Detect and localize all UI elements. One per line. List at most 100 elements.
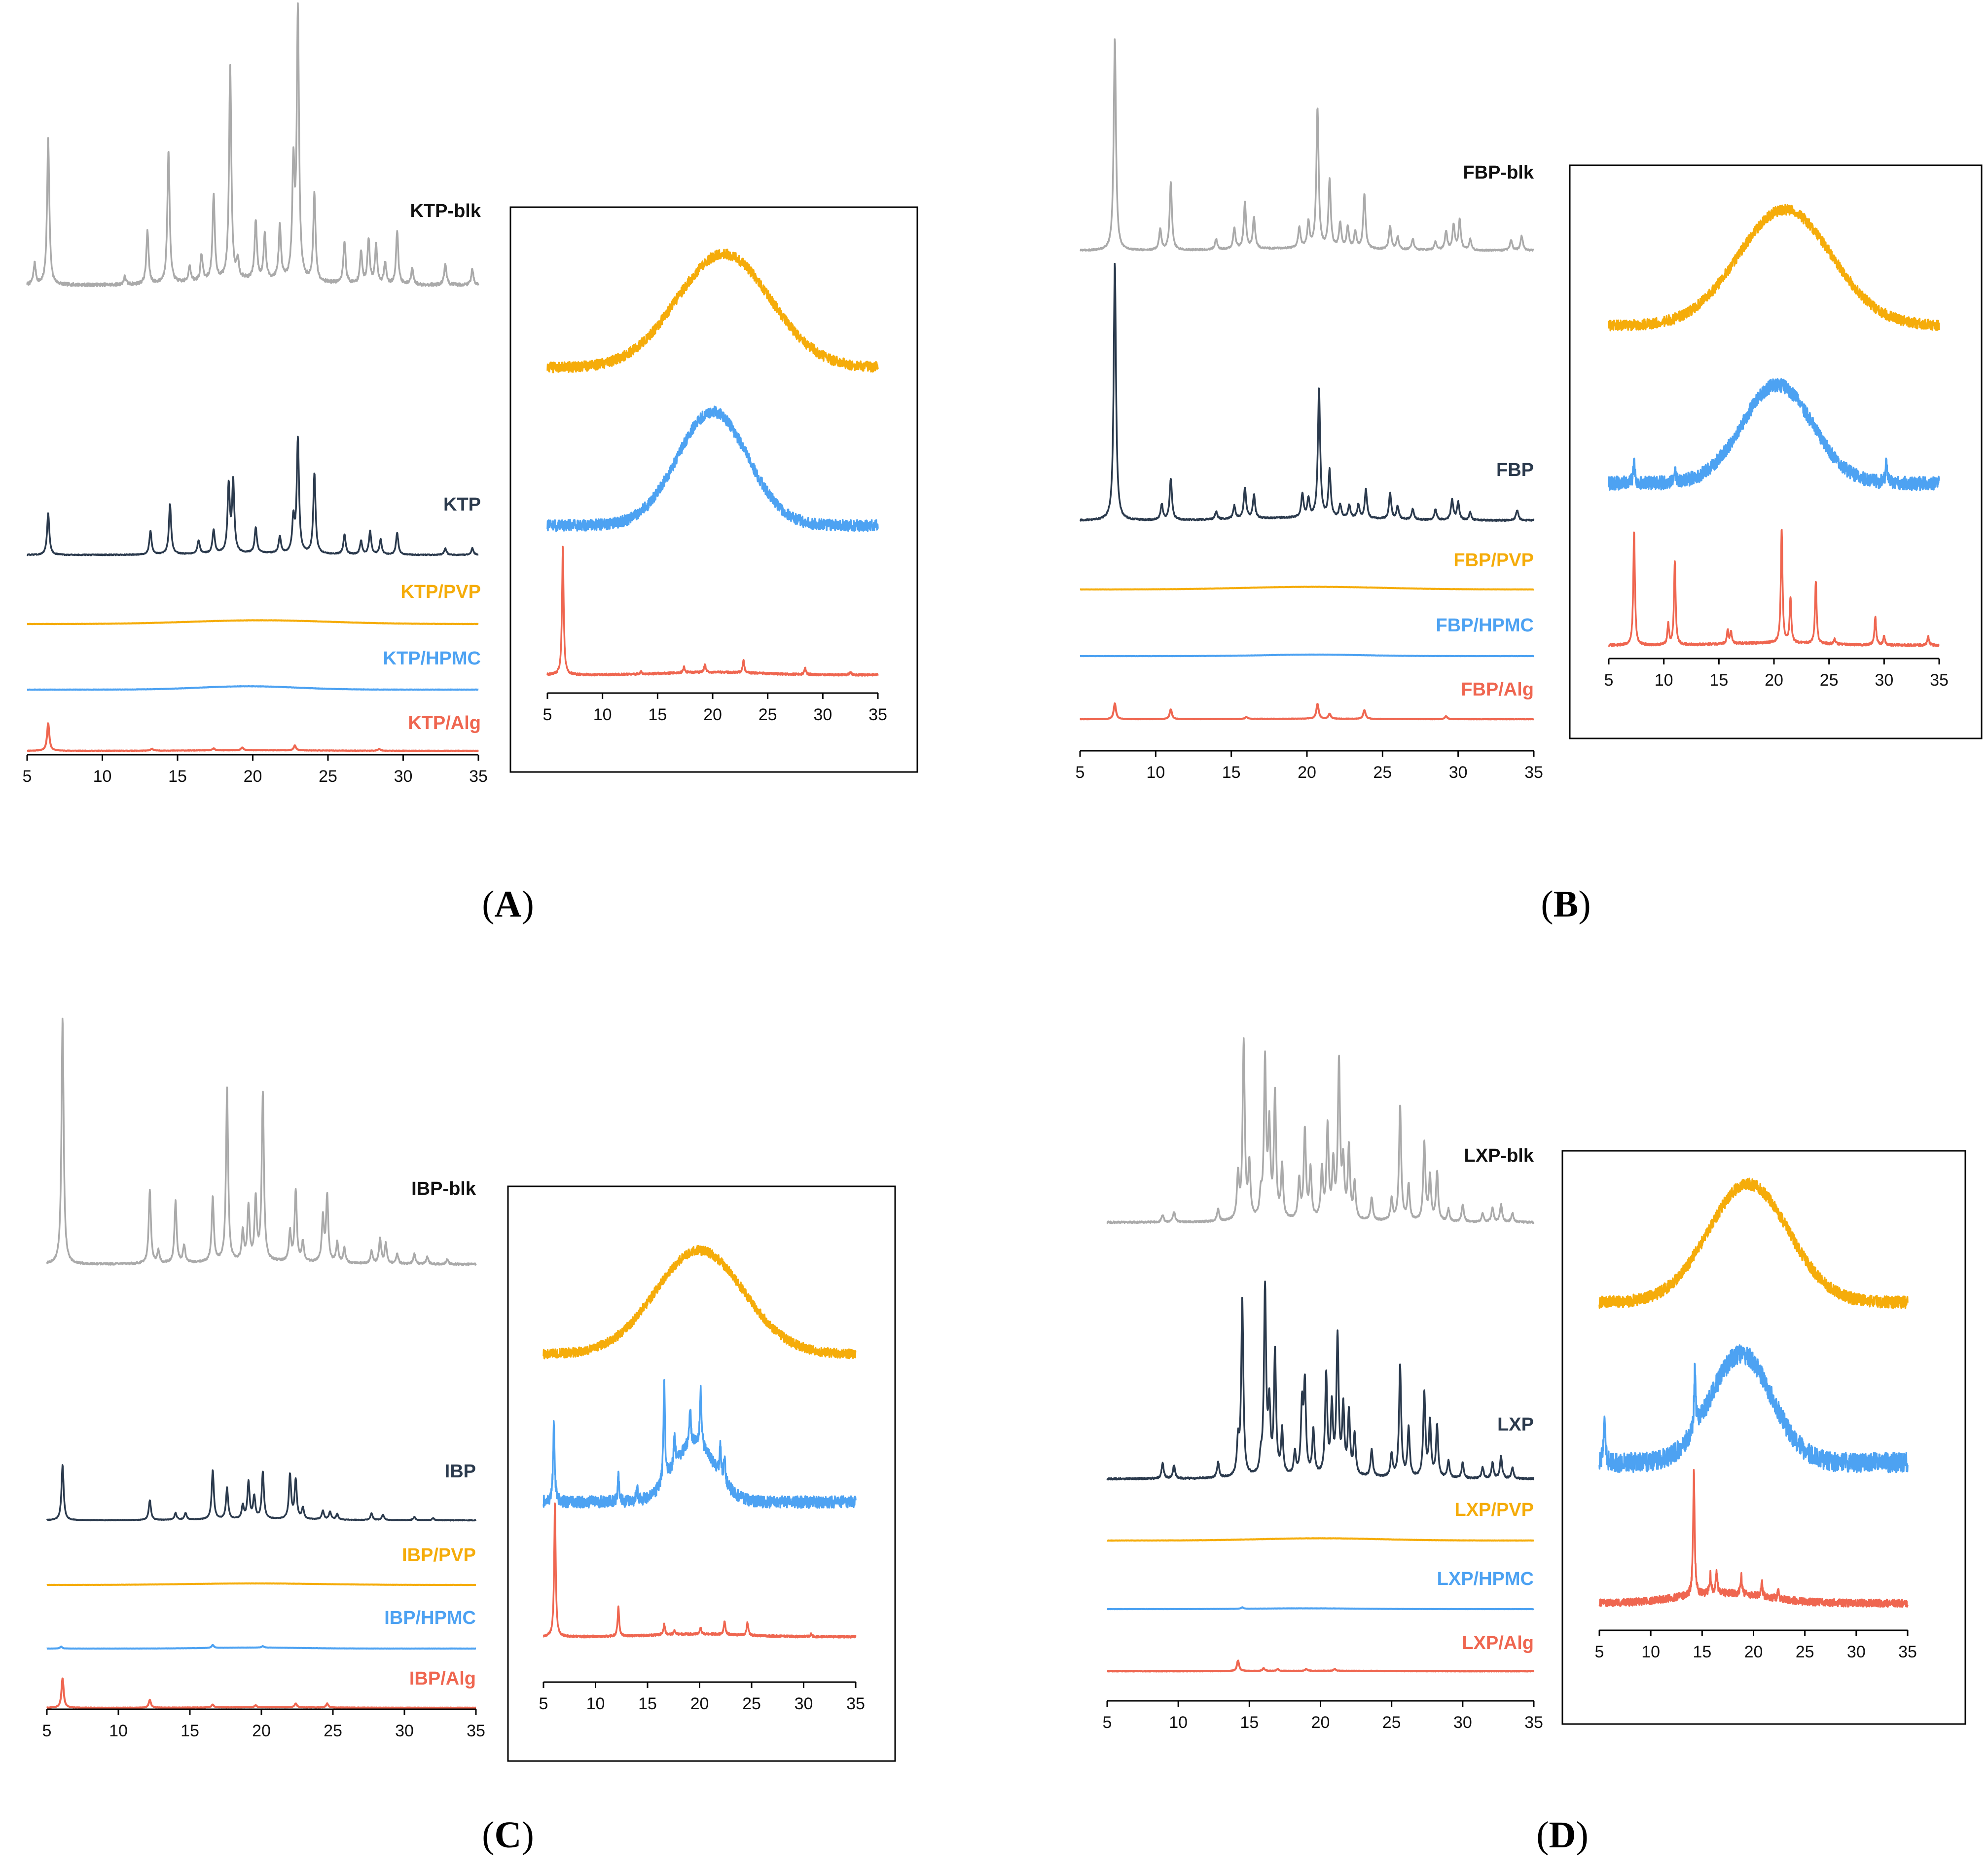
panel-b-inset-tick-label: 20 bbox=[1765, 671, 1783, 690]
panel-c-label-ibp: IBP bbox=[445, 1461, 476, 1482]
panel-c-inset-tick-label: 30 bbox=[795, 1694, 813, 1713]
panel-a-main-tick-label: 5 bbox=[23, 767, 32, 786]
panel-d-inset-frame bbox=[1561, 1150, 1966, 1725]
panel-d-label-lxp-blk: LXP-blk bbox=[1464, 1145, 1534, 1166]
panel-a-main-tick-label: 35 bbox=[469, 767, 488, 786]
panel-d-inset-tick-label: 10 bbox=[1641, 1643, 1660, 1661]
panel-c-trace-ibp-pvp bbox=[46, 1582, 477, 1586]
panel-a-inset-tick-label: 15 bbox=[648, 705, 667, 724]
panel-d-main-tick-label: 5 bbox=[1103, 1713, 1112, 1732]
panel-a-label-ktp-alg: KTP/Alg bbox=[408, 713, 481, 734]
panel-d-trace-lxp-alg bbox=[1106, 1659, 1535, 1673]
panel-d-main-tick-label: 25 bbox=[1382, 1713, 1401, 1732]
panel-c-main-tick-label: 5 bbox=[42, 1722, 52, 1740]
panel-b-inset-tick-label: 15 bbox=[1709, 671, 1728, 690]
panel-c-main-tick-label: 15 bbox=[181, 1722, 199, 1740]
panel-c-inset-tick-label: 25 bbox=[742, 1694, 761, 1713]
panel-c-trace-ibp-hpmc bbox=[46, 1644, 477, 1650]
panel-b-inset-tick-label: 35 bbox=[1930, 671, 1949, 690]
panel-b-label-fbp-hpmc: FBP/HPMC bbox=[1436, 615, 1534, 636]
panel-d-main-tick-label: 10 bbox=[1169, 1713, 1188, 1732]
panel-d-label-lxp-alg: LXP/Alg bbox=[1462, 1633, 1534, 1653]
panel-b-trace-fbp-blk bbox=[1079, 38, 1535, 252]
panel-b-main-tick-label: 5 bbox=[1076, 763, 1085, 782]
panel-d-inset-tick-label: 30 bbox=[1847, 1643, 1866, 1661]
panel-a-inset-frame bbox=[509, 206, 918, 773]
panel-a-label-ktp: KTP bbox=[443, 494, 481, 515]
panel-b-main-tick-label: 10 bbox=[1146, 763, 1165, 782]
panel-c: IBP-blk IBP IBP/PVP IBP/HPMC IBP/Alg 5 10 15 20 2… bbox=[42, 1017, 896, 1856]
panel-b-label-fbp: FBP bbox=[1496, 460, 1534, 480]
panel-c-inset-trace-ibp-alg bbox=[542, 1502, 857, 1639]
panel-c-inset-frame bbox=[507, 1185, 896, 1762]
panel-b-inset-tick-label: 10 bbox=[1655, 671, 1673, 690]
panel-d-label: (D) bbox=[1536, 1814, 1589, 1856]
panel-a-inset-tick-label: 30 bbox=[813, 705, 832, 724]
panel-a-trace-ktp-alg bbox=[26, 722, 479, 752]
panel-b-trace-fbp bbox=[1079, 262, 1535, 522]
panel-c-inset-tick-label: 5 bbox=[539, 1694, 548, 1713]
panel-d-label-lxp: LXP bbox=[1497, 1414, 1534, 1435]
panel-b-inset-tick-label: 5 bbox=[1604, 671, 1614, 690]
panel-c-inset-tick-label: 35 bbox=[846, 1694, 865, 1713]
panel-a-label: (A) bbox=[482, 883, 534, 925]
panel-b-main-tick-label: 15 bbox=[1222, 763, 1241, 782]
panel-d-inset-trace-lxp-pvp bbox=[1598, 1177, 1909, 1309]
panel-d: LXP-blk LXP LXP/PVP LXP/HPMC LXP/Alg 5 10 15 20 2… bbox=[1103, 1037, 1966, 1856]
panel-c-inset-tick-label: 20 bbox=[690, 1694, 709, 1713]
panel-a-inset-tick-label: 5 bbox=[543, 705, 552, 724]
panel-b-main-tick-label: 30 bbox=[1449, 763, 1468, 782]
panel-d-inset-tick-label: 5 bbox=[1595, 1643, 1604, 1661]
panel-c-trace-ibp bbox=[46, 1464, 477, 1522]
panel-b-main-tick-label: 35 bbox=[1524, 763, 1543, 782]
panel-d-trace-lxp-blk bbox=[1106, 1037, 1535, 1224]
panel-c-label-ibp-hpmc: IBP/HPMC bbox=[384, 1608, 476, 1628]
panel-d-inset-tick-label: 15 bbox=[1693, 1643, 1711, 1661]
panel-a-label-ktp-pvp: KTP/PVP bbox=[400, 582, 481, 602]
panel-c-inset-tick-label: 15 bbox=[638, 1694, 657, 1713]
panel-c-main-tick-label: 10 bbox=[109, 1722, 128, 1740]
panel-a-trace-ktp bbox=[26, 436, 479, 556]
panel-c-inset-trace-ibp-pvp bbox=[542, 1245, 857, 1359]
panel-c-label-ibp-blk: IBP-blk bbox=[411, 1178, 476, 1199]
panel-c-label-ibp-alg: IBP/Alg bbox=[409, 1668, 476, 1689]
panel-a-inset-tick-label: 35 bbox=[868, 705, 887, 724]
panel-a-inset-tick-label: 20 bbox=[703, 705, 722, 724]
panel-a-inset-tick-label: 25 bbox=[759, 705, 777, 724]
panel-b-label-fbp-alg: FBP/Alg bbox=[1461, 679, 1534, 700]
panel-b-inset-trace-fbp-pvp bbox=[1608, 204, 1940, 331]
panel-b-trace-fbp-alg bbox=[1079, 702, 1535, 721]
panel-b-inset-frame bbox=[1569, 164, 1983, 739]
panel-d-main-tick-label: 30 bbox=[1453, 1713, 1472, 1732]
panel-c-inset-tick-label: 10 bbox=[586, 1694, 605, 1713]
panel-a-main-tick-label: 20 bbox=[244, 767, 262, 786]
panel-d-main-tick-label: 35 bbox=[1524, 1713, 1543, 1732]
panel-d-trace-lxp bbox=[1106, 1281, 1535, 1481]
panel-a-trace-ktp-hpmc bbox=[26, 685, 479, 691]
panel-b-label: (B) bbox=[1541, 883, 1590, 925]
panel-c-trace-ibp-alg bbox=[46, 1677, 477, 1709]
panel-b-inset-trace-fbp-alg bbox=[1608, 528, 1940, 647]
panel-a-inset-trace-ktp-alg bbox=[546, 546, 879, 677]
panel-d-inset-tick-label: 35 bbox=[1898, 1643, 1917, 1661]
panel-d-main-tick-label: 20 bbox=[1311, 1713, 1330, 1732]
panel-c-label-ibp-pvp: IBP/PVP bbox=[402, 1545, 476, 1566]
panel-b-main-tick-label: 25 bbox=[1373, 763, 1392, 782]
panel-a-inset-tick-label: 10 bbox=[593, 705, 612, 724]
panel-c-main-tick-label: 25 bbox=[324, 1722, 342, 1740]
panel-a-inset-trace-ktp-pvp bbox=[546, 248, 879, 373]
panel-a-trace-ktp-pvp bbox=[26, 619, 479, 625]
panel-d-inset-trace-lxp-alg bbox=[1598, 1469, 1909, 1608]
panel-b-main-tick-label: 20 bbox=[1298, 763, 1316, 782]
panel-d-label-lxp-hpmc: LXP/HPMC bbox=[1437, 1569, 1534, 1589]
panel-c-main-tick-label: 20 bbox=[252, 1722, 271, 1740]
panel-b-label-fbp-blk: FBP-blk bbox=[1463, 162, 1534, 183]
panel-a-label-ktp-blk: KTP-blk bbox=[410, 201, 481, 221]
panel-b-trace-fbp-hpmc bbox=[1079, 653, 1535, 658]
panel-c-inset-trace-ibp-hpmc bbox=[542, 1379, 857, 1509]
panel-b: FBP-blk FBP FBP/PVP FBP/HPMC FBP/Alg 5 10 15 20 2… bbox=[1076, 38, 1983, 925]
panel-b-inset-trace-fbp-hpmc bbox=[1608, 378, 1940, 491]
panel-d-label-lxp-pvp: LXP/PVP bbox=[1455, 1500, 1534, 1520]
panel-a-main-tick-label: 25 bbox=[319, 767, 337, 786]
